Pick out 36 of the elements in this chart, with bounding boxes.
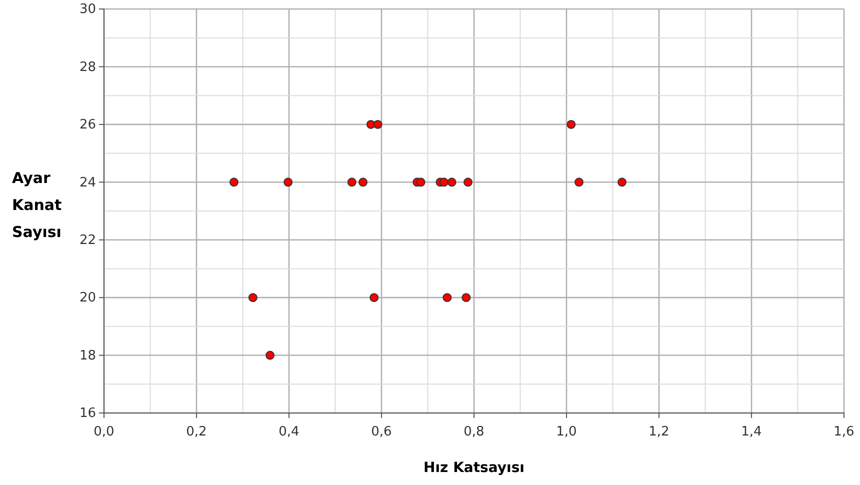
point: [358, 178, 368, 187]
y-axis-title: Ayar Kanat Sayısı: [12, 169, 62, 241]
x-tick-label: 1,6: [834, 424, 854, 440]
x-tick-label: 0,4: [278, 424, 300, 440]
y-tick-label: 22: [79, 233, 96, 248]
point: [284, 178, 293, 187]
x-axis-title: Hız Katsayısı: [424, 460, 524, 476]
point: [462, 293, 471, 302]
x-tick-label: 1,4: [741, 424, 762, 440]
point: [442, 293, 452, 302]
point: [447, 178, 456, 187]
y-tick-label: 24: [79, 175, 96, 190]
x-tick-label: 0,6: [371, 424, 392, 440]
x-tick-label: 1,2: [648, 424, 670, 440]
point: [618, 178, 626, 187]
y-tick-label: 30: [79, 2, 96, 18]
x-tick-label: 0,8: [464, 424, 484, 440]
point: [248, 293, 258, 302]
x-tick-label: 0,0: [94, 424, 114, 440]
y-tick-label: 20: [79, 290, 96, 306]
point: [464, 178, 472, 187]
point: [416, 178, 426, 187]
point: [229, 178, 238, 187]
point: [347, 178, 356, 187]
x-tick-label: 0,2: [186, 424, 207, 440]
point: [574, 178, 584, 187]
y-tick-label: 18: [79, 348, 96, 364]
y-tick-label: 26: [79, 118, 96, 133]
point: [370, 293, 379, 302]
point: [373, 120, 382, 129]
point: [266, 350, 275, 360]
y-tick-label: 28: [79, 60, 96, 75]
point: [566, 120, 576, 129]
point: [439, 178, 448, 187]
y-tick-label: 16: [79, 406, 96, 422]
x-tick-label: 1,0: [556, 424, 577, 440]
